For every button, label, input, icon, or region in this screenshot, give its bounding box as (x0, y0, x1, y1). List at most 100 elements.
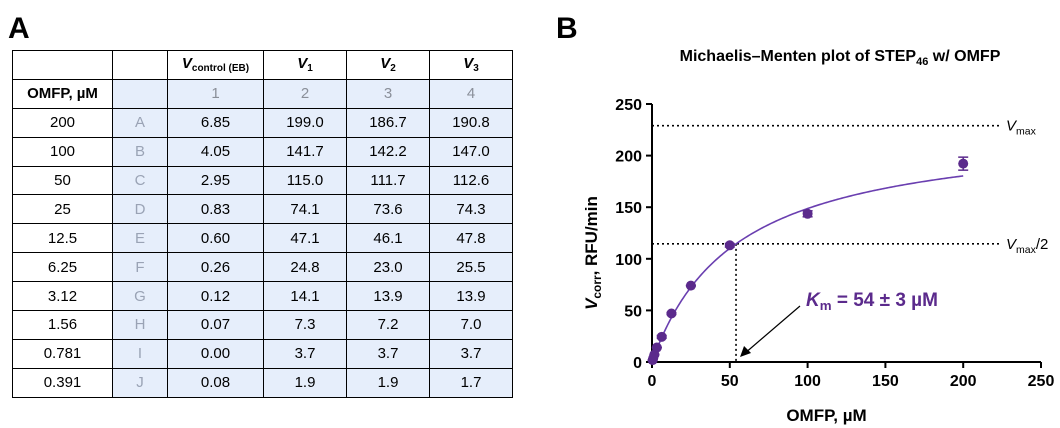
well-cell: C (112, 165, 168, 196)
well-cell: F (112, 252, 168, 283)
v1-cell: 199.0 (263, 107, 347, 138)
chart-title-sub: 46 (916, 56, 929, 68)
data-point (724, 240, 735, 251)
x-tick-label: 150 (872, 373, 899, 390)
header-v2-sub: 2 (390, 63, 396, 75)
table-row: 50 C 2.95 115.0 111.7 112.6 (12, 165, 513, 196)
omfp-cell: 1.56 (12, 310, 113, 340)
v2-cell: 111.7 (346, 165, 430, 196)
table-index-row: OMFP, µM 1 2 3 4 (12, 78, 513, 109)
data-point (651, 342, 662, 353)
v3-cell: 13.9 (429, 281, 513, 312)
v3-cell: 3.7 (429, 338, 513, 369)
header-v1-sub: 1 (307, 63, 313, 75)
y-tick-label: 150 (615, 200, 642, 217)
v2-cell: 46.1 (346, 223, 430, 254)
y-axis-title-tail: , RFU/min (582, 196, 601, 275)
km-label-sub: m (820, 298, 832, 313)
x-tick-label: 50 (721, 373, 739, 390)
vmax-half-label-main: V (1006, 236, 1018, 253)
v1-cell: 1.9 (263, 367, 347, 398)
vcontrol-cell: 0.26 (167, 252, 264, 283)
well-cell: D (112, 194, 168, 225)
v1-cell: 141.7 (263, 136, 347, 167)
vcontrol-cell: 0.08 (167, 367, 264, 398)
well-cell: B (112, 136, 168, 167)
km-label: Km = 54 ± 3 µM (806, 290, 938, 313)
header-vcontrol-main: V (181, 55, 192, 73)
header-v3: V3 (429, 50, 513, 80)
header-vcontrol-sub: control (EB) (191, 63, 250, 75)
km-label-tail: = 54 ± 3 µM (832, 290, 938, 311)
y-axis-title-main: V (582, 297, 601, 310)
table-row: 25 D 0.83 74.1 73.6 74.3 (12, 194, 513, 225)
chart-title-tail: w/ OMFP (928, 48, 1001, 65)
header-v3-sub: 3 (473, 63, 479, 75)
omfp-cell: 0.391 (12, 367, 113, 398)
data-point (685, 280, 696, 291)
v3-cell: 147.0 (429, 136, 513, 167)
vcontrol-cell: 4.05 (167, 136, 264, 167)
data-point (666, 308, 677, 319)
column-index-2: 2 (263, 78, 347, 109)
data-point (958, 158, 969, 169)
table-row: 3.12 G 0.12 14.1 13.9 13.9 (12, 281, 513, 312)
data-point (656, 331, 667, 342)
vmax-label: Vmax (1006, 118, 1037, 138)
x-tick-label: 250 (1028, 373, 1055, 390)
v3-cell: 25.5 (429, 252, 513, 283)
column-index-4: 4 (429, 78, 513, 109)
vcontrol-cell: 0.12 (167, 281, 264, 312)
v2-cell: 13.9 (346, 281, 430, 312)
v2-cell: 3.7 (346, 338, 430, 369)
omfp-cell: 3.12 (12, 281, 113, 312)
table-row: 0.391 J 0.08 1.9 1.9 1.7 (12, 367, 513, 398)
omfp-cell: 12.5 (12, 223, 113, 254)
x-tick-label: 0 (648, 373, 657, 390)
y-tick-label: 250 (615, 97, 642, 114)
vcontrol-cell: 2.95 (167, 165, 264, 196)
km-label-main: K (806, 290, 821, 311)
row-label-header: OMFP, µM (12, 78, 113, 109)
table-row: 12.5 E 0.60 47.1 46.1 47.8 (12, 223, 513, 254)
x-tick-label: 100 (794, 373, 821, 390)
chart-title: Michaelis–Menten plot of STEP46 w/ OMFP (620, 48, 1060, 68)
omfp-data-table: Vcontrol (EB) V1 V2 V3 OMFP, µM 1 2 3 4 … (12, 50, 513, 398)
vmax-label-sub: max (1016, 126, 1037, 138)
index-empty-cell (112, 78, 168, 109)
vcontrol-cell: 0.60 (167, 223, 264, 254)
km-arrow-line (743, 305, 801, 355)
v2-cell: 186.7 (346, 107, 430, 138)
table-row: 200 A 6.85 199.0 186.7 190.8 (12, 107, 513, 138)
header-v3-main: V (463, 55, 474, 73)
well-cell: A (112, 107, 168, 138)
y-tick-label: 0 (633, 355, 642, 372)
well-cell: E (112, 223, 168, 254)
vcontrol-cell: 0.00 (167, 338, 264, 369)
vcontrol-cell: 6.85 (167, 107, 264, 138)
x-axis-title: OMFP, µM (786, 406, 866, 425)
v2-cell: 23.0 (346, 252, 430, 283)
well-cell: H (112, 310, 168, 340)
v2-cell: 1.9 (346, 367, 430, 398)
km-arrow-head (740, 346, 752, 357)
table-row: 1.56 H 0.07 7.3 7.2 7.0 (12, 310, 513, 340)
chart-title-main: Michaelis–Menten plot of STEP (679, 48, 917, 65)
vmax-label-main: V (1006, 118, 1018, 135)
well-cell: J (112, 367, 168, 398)
column-index-1: 1 (167, 78, 264, 109)
v1-cell: 7.3 (263, 310, 347, 340)
y-tick-label: 100 (615, 252, 642, 269)
column-index-3: 3 (346, 78, 430, 109)
v3-cell: 190.8 (429, 107, 513, 138)
panel-letter-b: B (556, 12, 578, 45)
table-row: 6.25 F 0.26 24.8 23.0 25.5 (12, 252, 513, 283)
v2-cell: 7.2 (346, 310, 430, 340)
vmax-half-label: Vmax/2 (1006, 236, 1048, 256)
y-tick-label: 50 (624, 303, 642, 320)
v3-cell: 112.6 (429, 165, 513, 196)
vcontrol-cell: 0.07 (167, 310, 264, 340)
v1-cell: 47.1 (263, 223, 347, 254)
header-v2-main: V (380, 55, 391, 73)
v1-cell: 115.0 (263, 165, 347, 196)
